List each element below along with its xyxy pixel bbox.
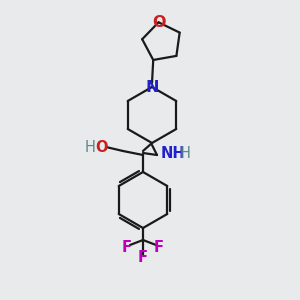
Text: F: F bbox=[154, 241, 164, 256]
Text: H: H bbox=[180, 146, 190, 160]
Text: NH: NH bbox=[161, 146, 185, 160]
Text: O: O bbox=[96, 140, 108, 154]
Text: F: F bbox=[122, 241, 132, 256]
Text: O: O bbox=[152, 15, 165, 30]
Text: F: F bbox=[138, 250, 148, 266]
Text: N: N bbox=[145, 80, 159, 94]
Text: H: H bbox=[85, 140, 95, 154]
